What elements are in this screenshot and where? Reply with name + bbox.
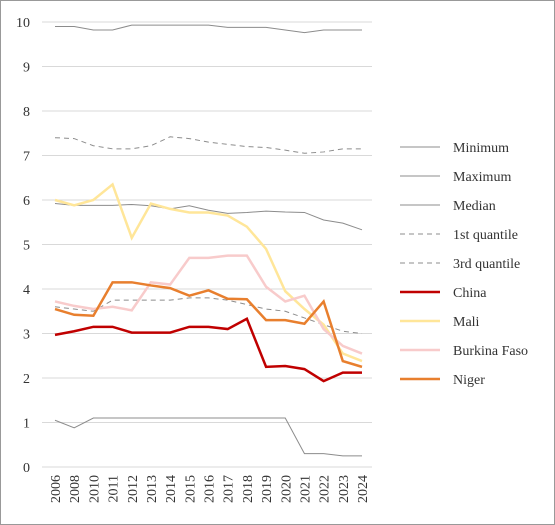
y-tick-label: 10 <box>16 16 30 31</box>
series-line <box>54 297 363 334</box>
x-tick-label: 2010 <box>87 475 102 503</box>
x-tick-label: 2020 <box>279 475 294 503</box>
legend-label: Minimum <box>453 141 509 156</box>
y-tick-label: 2 <box>23 372 30 387</box>
x-tick-label: 2012 <box>126 475 141 503</box>
x-tick-label: 2024 <box>356 475 371 503</box>
legend-label: Burkina Faso <box>453 344 528 359</box>
legend-label: 3rd quantile <box>453 257 520 272</box>
series-line <box>54 281 363 369</box>
x-tick-label: 2017 <box>222 475 237 503</box>
x-tick-label: 2008 <box>68 475 83 503</box>
y-tick-label: 0 <box>23 461 30 476</box>
x-tick-label: 2021 <box>298 475 313 503</box>
series-line <box>54 254 363 355</box>
y-tick-label: 8 <box>23 105 30 120</box>
series-line <box>54 136 362 154</box>
x-tick-label: 2014 <box>164 475 179 503</box>
legend-label: Median <box>453 199 496 214</box>
series-line <box>54 417 362 457</box>
series-line <box>54 317 362 383</box>
x-tick-label: 2006 <box>49 475 64 503</box>
x-tick-label: 2023 <box>337 475 352 503</box>
y-tick-label: 7 <box>23 150 30 165</box>
series-line <box>54 182 363 363</box>
x-tick-label: 2015 <box>183 475 198 503</box>
y-tick-label: 3 <box>23 328 30 343</box>
legend-label: China <box>453 286 487 301</box>
legend-label: 1st quantile <box>453 228 518 243</box>
legend-label: Mali <box>453 315 480 330</box>
x-tick-label: 2013 <box>145 475 160 503</box>
y-tick-label: 9 <box>23 61 30 76</box>
x-tick-label: 2019 <box>260 475 275 503</box>
series-line <box>54 203 363 231</box>
x-tick-label: 2011 <box>107 475 122 502</box>
y-tick-label: 6 <box>23 194 30 209</box>
y-tick-label: 4 <box>23 283 30 298</box>
x-tick-label: 2022 <box>318 475 333 503</box>
series-line <box>55 24 362 34</box>
legend-label: Niger <box>453 373 485 388</box>
y-tick-label: 1 <box>23 417 30 432</box>
x-tick-label: 2018 <box>241 475 256 503</box>
y-tick-label: 5 <box>23 239 30 254</box>
x-tick-label: 2016 <box>203 475 218 503</box>
legend-label: Maximum <box>453 170 511 185</box>
